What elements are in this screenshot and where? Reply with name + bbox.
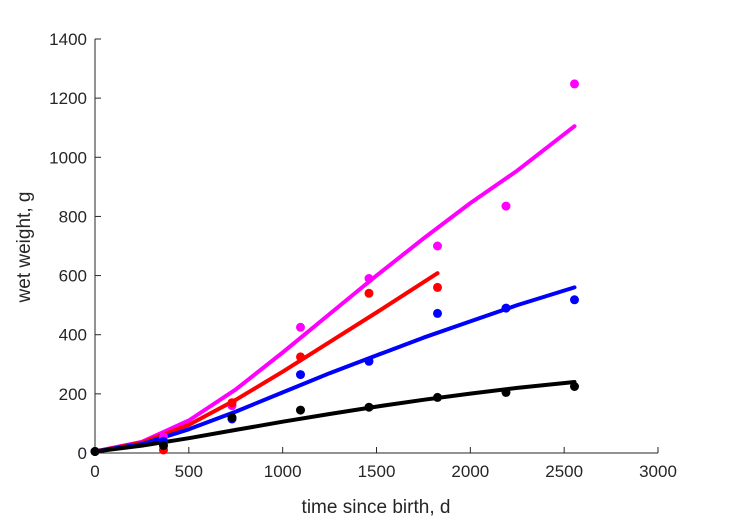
data-point bbox=[296, 322, 305, 332]
data-point bbox=[501, 201, 511, 211]
data-point bbox=[570, 382, 579, 391]
x-tick-label: 1500 bbox=[358, 462, 396, 481]
y-tick-label: 1200 bbox=[49, 89, 87, 108]
x-tick-label: 2500 bbox=[545, 462, 583, 481]
data-point bbox=[570, 79, 579, 89]
y-tick-label: 0 bbox=[78, 444, 87, 463]
data-point bbox=[364, 288, 374, 298]
data-point bbox=[227, 413, 237, 422]
data-point bbox=[501, 303, 511, 313]
data-point bbox=[364, 402, 374, 412]
x-tick-label: 500 bbox=[175, 462, 203, 481]
y-tick-label: 800 bbox=[59, 207, 87, 226]
fit-curves bbox=[93, 124, 577, 454]
data-point bbox=[433, 308, 442, 318]
fit-line-3 bbox=[93, 380, 577, 454]
tick-labels: 0 500 1000 1500 2000 2500 3000 0 200 400 600 800 100… bbox=[49, 30, 677, 481]
data-point bbox=[296, 352, 305, 362]
x-tick-label: 0 bbox=[90, 462, 99, 481]
y-tick-label: 600 bbox=[59, 267, 87, 286]
x-tick-label: 3000 bbox=[639, 462, 677, 481]
data-point bbox=[227, 398, 237, 408]
data-points bbox=[90, 79, 579, 456]
data-point bbox=[90, 447, 100, 456]
data-point bbox=[433, 241, 442, 251]
data-point bbox=[296, 405, 305, 415]
data-point bbox=[364, 356, 374, 366]
axes bbox=[94, 38, 659, 454]
x-tick-label: 2000 bbox=[451, 462, 489, 481]
data-point bbox=[159, 441, 168, 451]
y-tick-label: 200 bbox=[59, 385, 87, 404]
fit-line-2 bbox=[93, 285, 577, 454]
y-tick-label: 1000 bbox=[49, 148, 87, 167]
x-axis-title: time since birth, d bbox=[302, 497, 451, 518]
data-point bbox=[433, 392, 442, 402]
data-point bbox=[364, 274, 374, 283]
fit-line-0 bbox=[93, 124, 577, 454]
data-point bbox=[570, 295, 579, 305]
y-tick-label: 400 bbox=[59, 326, 87, 345]
data-point bbox=[296, 370, 305, 380]
data-point bbox=[433, 282, 442, 292]
y-axis-title: wet weight, g bbox=[14, 192, 35, 304]
y-tick-label: 1400 bbox=[49, 30, 87, 49]
x-tick-label: 1000 bbox=[264, 462, 302, 481]
data-point bbox=[501, 387, 511, 397]
